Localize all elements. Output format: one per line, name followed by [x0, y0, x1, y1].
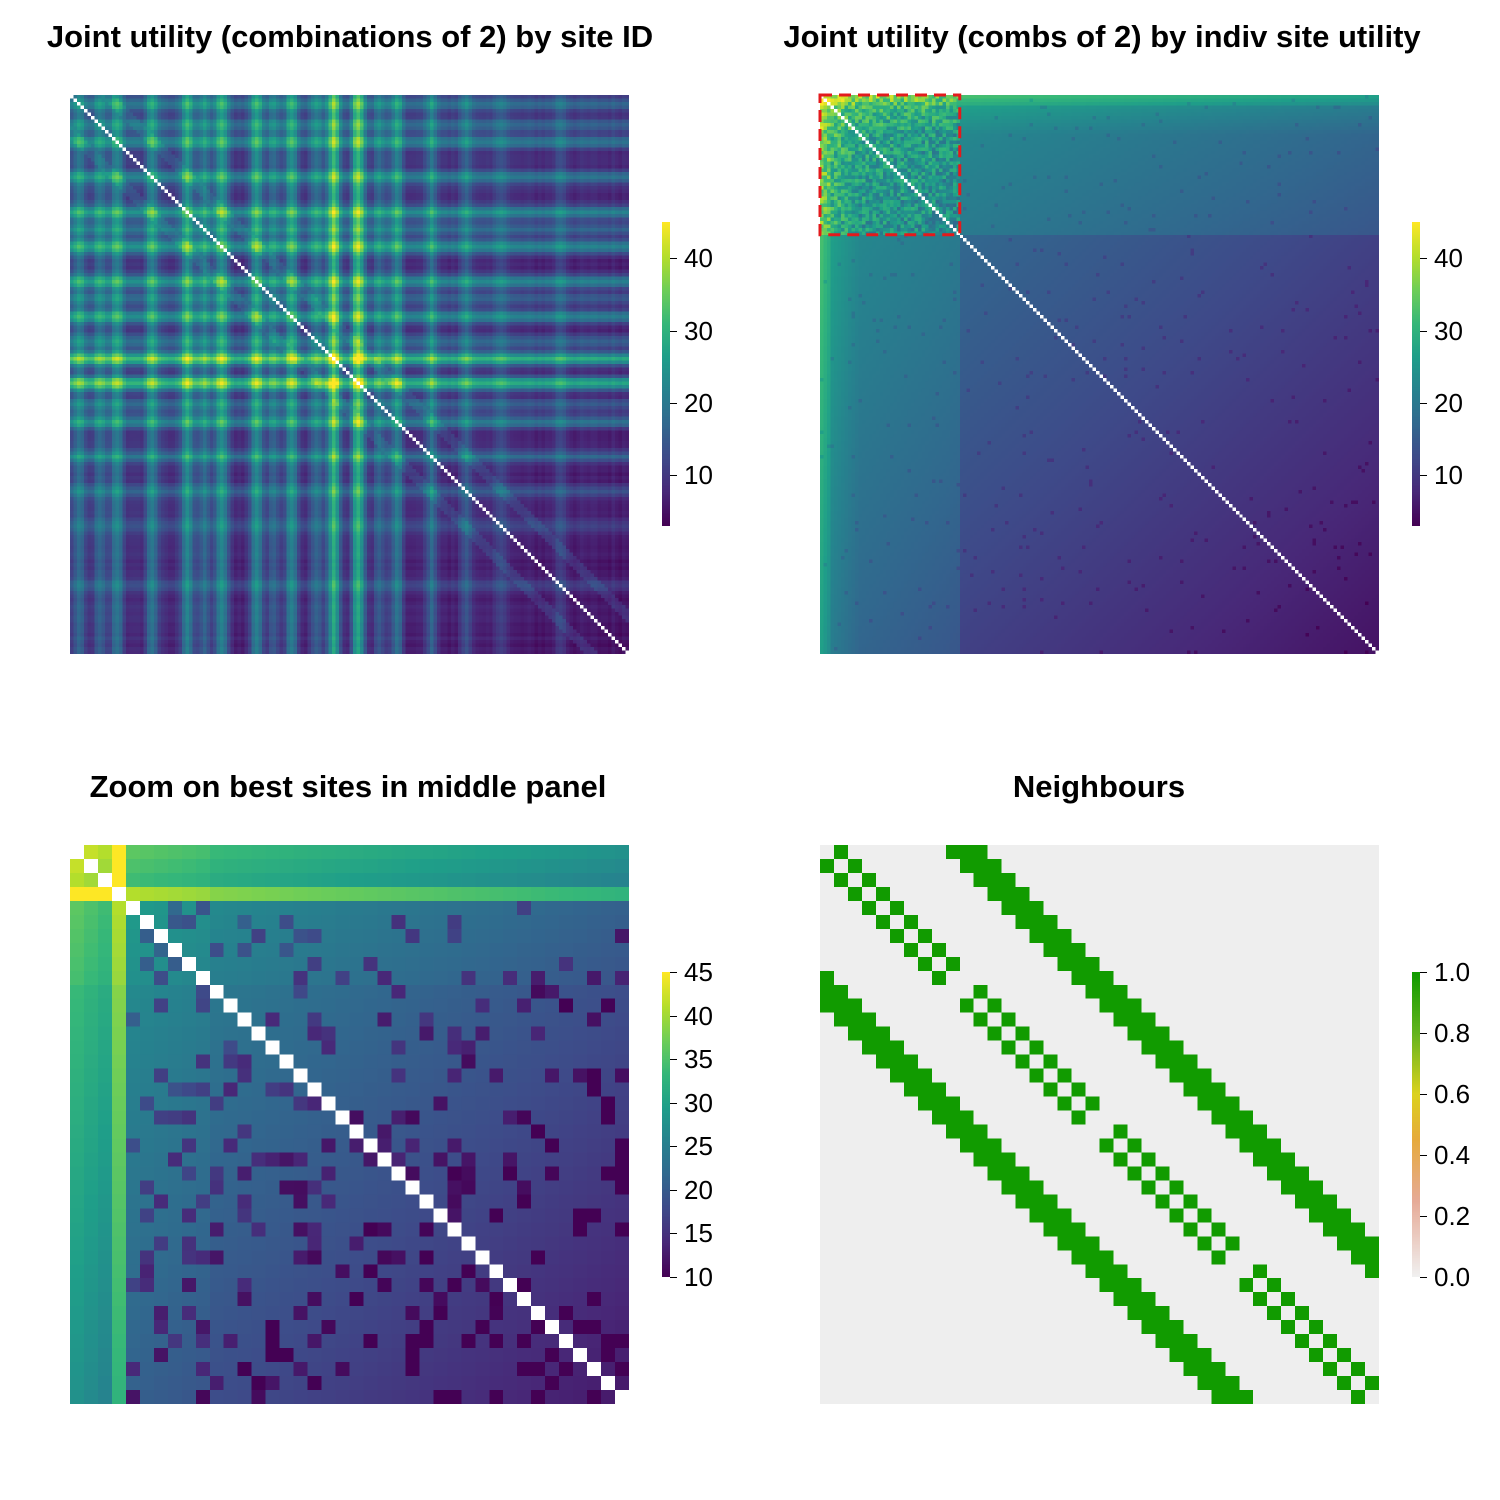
- colorbar-panel1: [662, 222, 670, 526]
- colorbar-tick: [1420, 258, 1427, 259]
- colorbar-panel2: [1412, 222, 1420, 526]
- colorbar-tick: [670, 1103, 677, 1104]
- panel4-title: Neighbours: [1012, 769, 1186, 804]
- colorbar-tick-label: 15: [684, 1218, 713, 1248]
- colorbar-tick-label: 1.0: [1434, 957, 1471, 987]
- heatmap-indiv-utility-cells: [820, 95, 1379, 654]
- colorbar-tick-label: 30: [1434, 316, 1463, 346]
- colorbar-tick: [670, 1146, 677, 1147]
- colorbar-tick: [670, 1059, 677, 1060]
- colorbar-tick: [670, 1277, 677, 1278]
- colorbar-tick-label: 40: [684, 1001, 713, 1031]
- heatmap-indiv-utility: [820, 95, 1379, 654]
- colorbar-tick: [1420, 1033, 1427, 1034]
- colorbar-tick: [670, 258, 677, 259]
- colorbar-tick: [1420, 475, 1427, 476]
- colorbar-tick-label: 10: [1434, 460, 1463, 490]
- colorbar-tick-label: 30: [684, 316, 713, 346]
- colorbar-tick: [1420, 972, 1427, 973]
- heatmap-zoom-cells: [70, 845, 629, 1404]
- colorbar-tick: [1420, 1155, 1427, 1156]
- colorbar-tick-label: 40: [684, 243, 713, 273]
- colorbar-tick: [1420, 1277, 1427, 1278]
- colorbar-tick-label: 20: [684, 388, 713, 418]
- colorbar-tick-label: 20: [1434, 388, 1463, 418]
- colorbar-tick-label: 0.4: [1434, 1140, 1471, 1170]
- heatmap-site-id-cells: [70, 95, 629, 654]
- colorbar-tick: [1420, 1216, 1427, 1217]
- colorbar-tick: [670, 475, 677, 476]
- colorbar-tick-label: 30: [684, 1088, 713, 1118]
- heatmap-site-id: [70, 95, 629, 654]
- colorbar-tick: [670, 331, 677, 332]
- panel3-title: Zoom on best sites in middle panel: [89, 769, 607, 804]
- colorbar-tick-label: 25: [684, 1131, 713, 1161]
- colorbar-tick: [1420, 331, 1427, 332]
- colorbar-tick-label: 20: [684, 1175, 713, 1205]
- colorbar-tick-label: 0.2: [1434, 1201, 1471, 1231]
- panel1-title: Joint utility (combinations of 2) by sit…: [46, 19, 654, 54]
- colorbar-tick: [670, 972, 677, 973]
- colorbar-tick-label: 40: [1434, 243, 1463, 273]
- colorbar-tick-label: 10: [684, 1262, 713, 1292]
- heatmap-zoom-best-sites: [70, 845, 629, 1404]
- colorbar-tick-label: 45: [684, 957, 713, 987]
- heatmap-neighbours-cells: [820, 845, 1379, 1404]
- colorbar-panel3: [662, 972, 670, 1277]
- colorbar-tick-label: 0.8: [1434, 1018, 1471, 1048]
- colorbar-tick-label: 0.6: [1434, 1079, 1471, 1109]
- colorbar-tick: [670, 1190, 677, 1191]
- colorbar-tick: [1420, 403, 1427, 404]
- panel2-title: Joint utility (combs of 2) by indiv site…: [783, 19, 1421, 54]
- colorbar-tick-label: 10: [684, 460, 713, 490]
- colorbar-tick-label: 0.0: [1434, 1262, 1471, 1292]
- colorbar-tick: [670, 403, 677, 404]
- colorbar-tick: [670, 1233, 677, 1234]
- colorbar-tick: [670, 1016, 677, 1017]
- colorbar-panel4: [1412, 972, 1420, 1277]
- heatmap-neighbours: [820, 845, 1379, 1404]
- colorbar-tick-label: 35: [684, 1044, 713, 1074]
- colorbar-tick: [1420, 1094, 1427, 1095]
